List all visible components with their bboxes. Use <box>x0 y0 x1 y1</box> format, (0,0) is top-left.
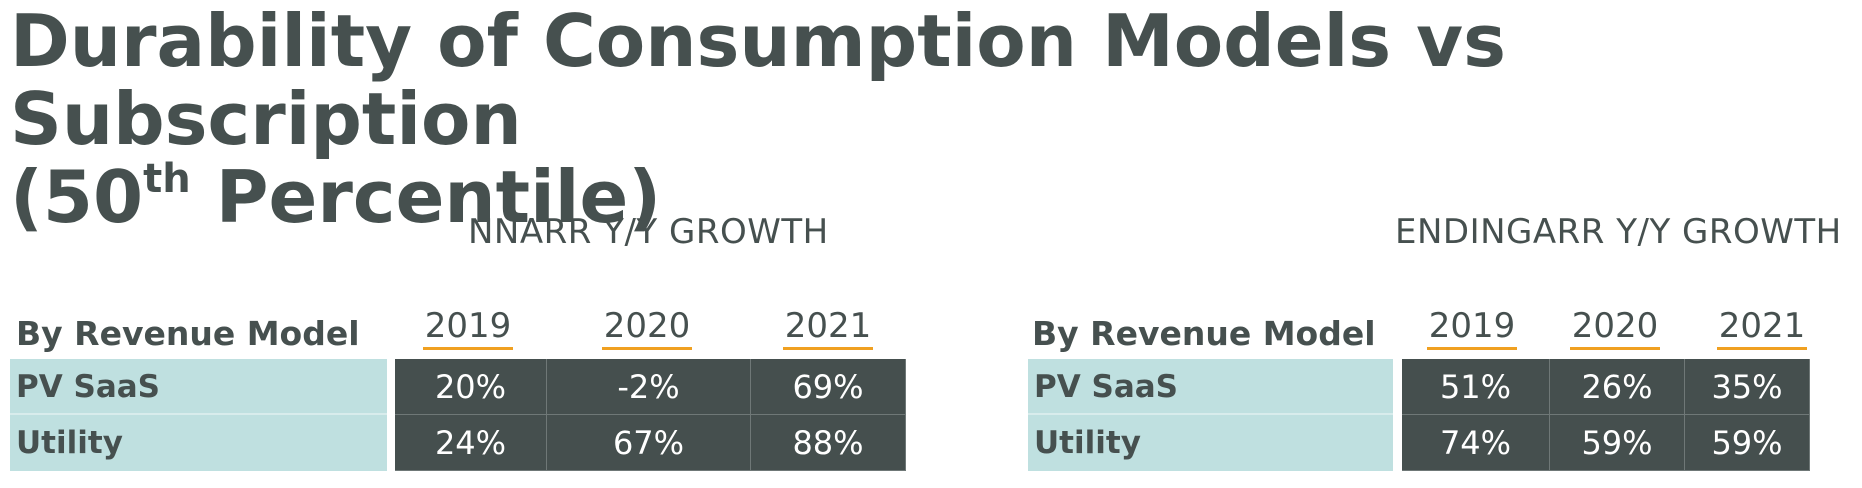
nnarr-cell-utility-2021: 88% <box>751 415 906 471</box>
endingarr-cell-utility-2020: 59% <box>1550 415 1685 471</box>
nnarr-cell-utility-2020: 67% <box>547 415 751 471</box>
endingarr-row-label-pv-saas: PV SaaS <box>1028 359 1393 415</box>
endingarr-row-header-label: By Revenue Model <box>1032 314 1376 353</box>
title-line-1: Durability of Consumption Models vs Subs… <box>10 0 1506 161</box>
nnarr-cell-utility-2019: 24% <box>395 415 547 471</box>
nnarr-year-2019: 2019 <box>393 306 543 350</box>
endingarr-cell-utility-2021: 59% <box>1685 415 1810 471</box>
nnarr-cell-pv-saas-2019: 20% <box>395 359 547 415</box>
endingarr-cell-pv-saas-2020: 26% <box>1550 359 1685 415</box>
endingarr-cell-utility-2019: 74% <box>1402 415 1550 471</box>
endingarr-heading: ENDINGARR Y/Y GROWTH <box>1395 212 1842 252</box>
title-line-2: (50th Percentile) <box>10 158 1850 236</box>
title-line-2-superscript: th <box>143 156 191 202</box>
nnarr-cell-pv-saas-2021: 69% <box>751 359 906 415</box>
nnarr-cell-pv-saas-2020: -2% <box>547 359 751 415</box>
endingarr-year-2020: 2020 <box>1540 306 1690 350</box>
endingarr-row-label-utility: Utility <box>1028 415 1393 471</box>
nnarr-year-2021: 2021 <box>753 306 903 350</box>
endingarr-cell-pv-saas-2019: 51% <box>1402 359 1550 415</box>
nnarr-row-label-pv-saas: PV SaaS <box>10 359 387 415</box>
endingarr-year-2019: 2019 <box>1397 306 1547 350</box>
title-line-2-suffix: Percentile) <box>190 155 662 239</box>
endingarr-year-2021: 2021 <box>1687 306 1837 350</box>
nnarr-row-label-utility: Utility <box>10 415 387 471</box>
nnarr-year-2020: 2020 <box>572 306 722 350</box>
endingarr-cell-pv-saas-2021: 35% <box>1685 359 1810 415</box>
title-line-2-prefix: (50 <box>10 155 144 239</box>
nnarr-heading: NNARR Y/Y GROWTH <box>468 212 829 252</box>
page-title: Durability of Consumption Models vs Subs… <box>10 2 1850 236</box>
nnarr-row-header-label: By Revenue Model <box>16 314 360 353</box>
